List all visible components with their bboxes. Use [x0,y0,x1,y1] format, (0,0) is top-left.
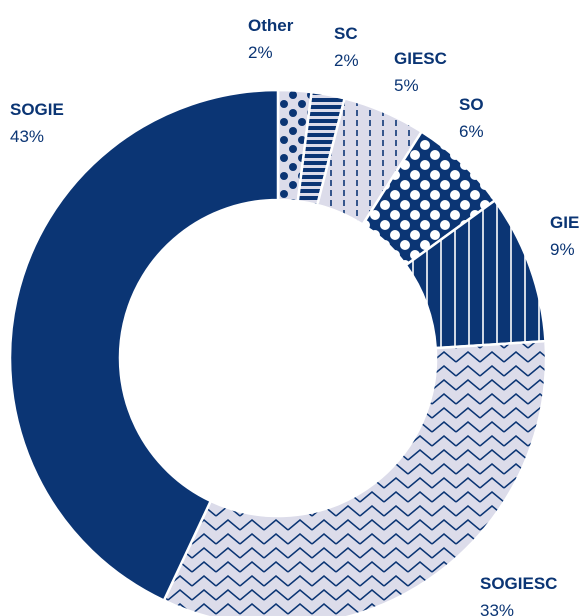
slice-label-sc: SC [334,24,358,43]
slice-sogie [8,88,280,603]
slice-value-so: 6% [459,122,484,141]
slice-label-sogie: SOGIE [10,100,64,119]
slice-label-giesc: GIESC [394,49,447,68]
slice-value-sogiesc: 33% [480,601,514,616]
slice-labels: Other 2% SC 2% GIESC 5% SO 6% GIE 9% SOGIESC 33% SOG… [10,16,579,616]
slice-value-gie: 9% [550,240,575,259]
slice-value-giesc: 5% [394,76,419,95]
slice-label-gie: GIE [550,213,579,232]
slice-label-sogiesc: SOGIESC [480,574,557,593]
slice-value-sc: 2% [334,51,359,70]
donut-slices [8,88,548,616]
slice-value-other: 2% [248,43,273,62]
slice-sogiesc [162,339,548,616]
slice-value-sogie: 43% [10,127,44,146]
slice-label-so: SO [459,95,484,114]
slice-label-other: Other [248,16,294,35]
